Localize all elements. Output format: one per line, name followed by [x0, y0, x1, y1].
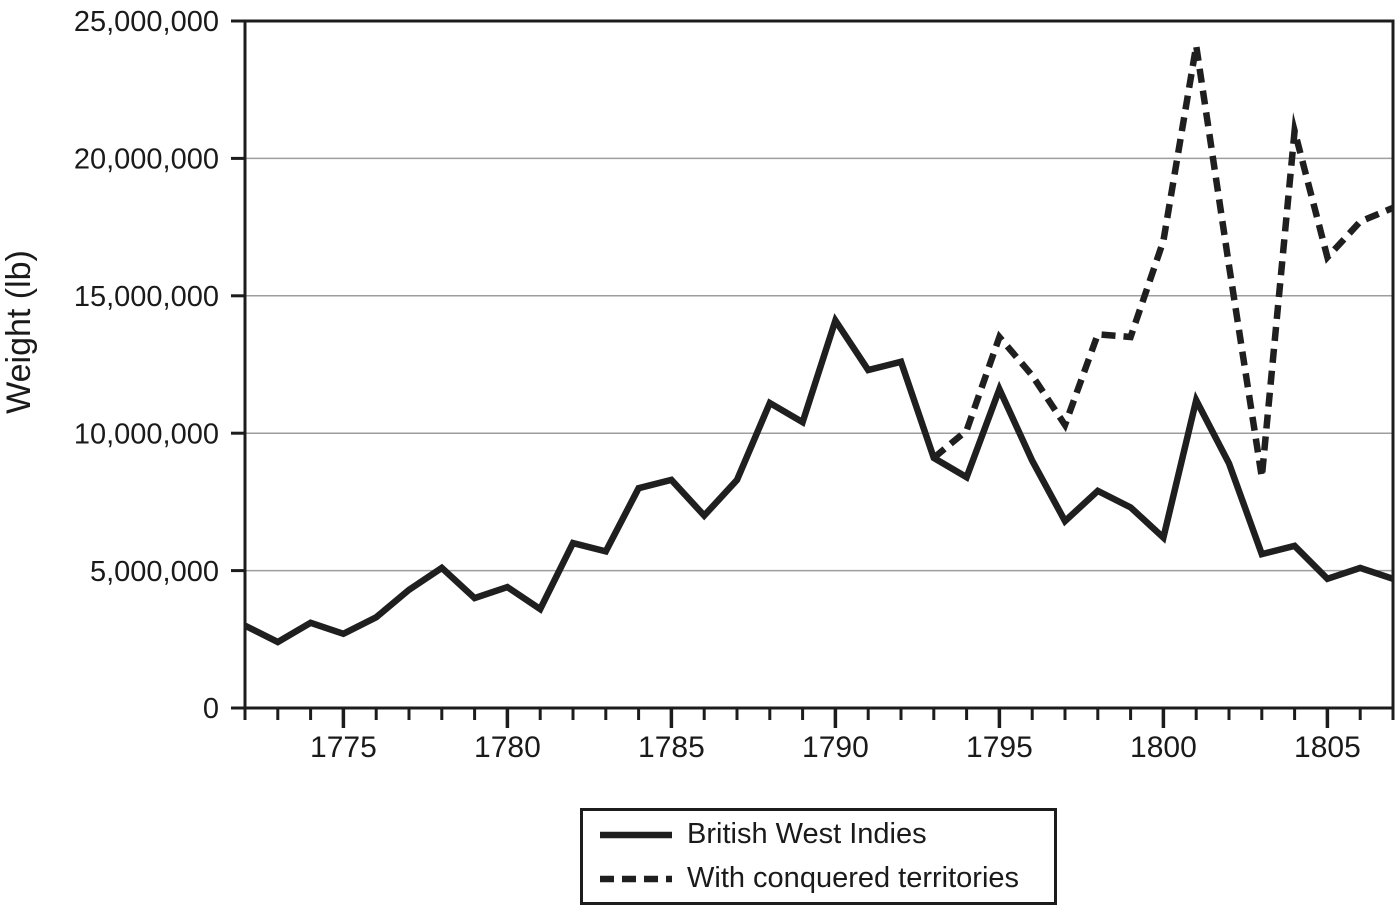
plot-frame — [243, 19, 1395, 710]
x-tick-label: 1785 — [638, 731, 705, 764]
legend-label: With conquered territories — [687, 862, 1020, 894]
legend-label: British West Indies — [687, 818, 927, 850]
dashed-line-swatch — [600, 875, 672, 882]
legend-item-with-conquered-territories: With conquered territories — [599, 860, 1054, 898]
y-tick-label: 5,000,000 — [90, 556, 219, 588]
x-tick-label: 1800 — [1130, 731, 1197, 764]
series-line-with-conquered-territories — [931, 45, 1395, 478]
solid-line-swatch — [600, 831, 672, 838]
y-tick-label: 10,000,000 — [74, 418, 219, 450]
y-tick-label: 20,000,000 — [74, 144, 219, 176]
y-axis-title: Weight (lb) — [0, 250, 38, 414]
y-tick-label: 15,000,000 — [74, 281, 219, 313]
series-line-british-west-indies — [243, 313, 1395, 646]
x-tick-label: 1790 — [802, 731, 869, 764]
y-tick-label: 25,000,000 — [74, 6, 219, 38]
x-tick-label: 1805 — [1294, 731, 1361, 764]
y-tick-label: 0 — [203, 693, 219, 725]
x-tick-label: 1795 — [966, 731, 1033, 764]
legend: British West Indies With conquered terri… — [580, 808, 1057, 905]
x-tick-label: 1775 — [310, 731, 377, 764]
x-tick-label: 1780 — [474, 731, 541, 764]
legend-item-british-west-indies: British West Indies — [599, 816, 1054, 854]
